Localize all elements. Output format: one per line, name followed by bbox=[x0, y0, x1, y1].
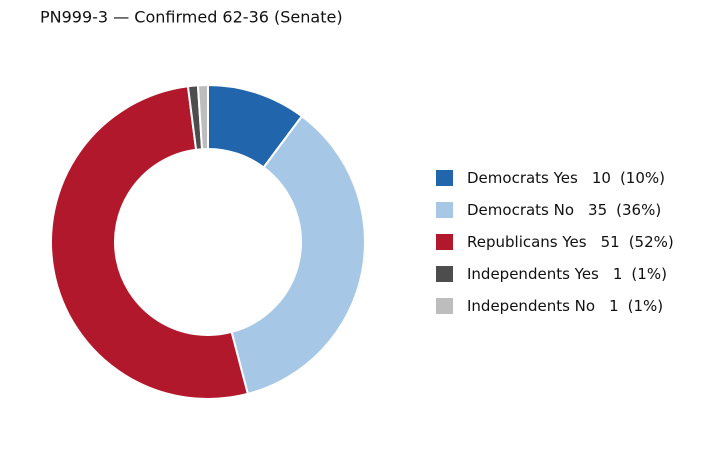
legend-name: Democrats No bbox=[467, 201, 574, 219]
legend-label: Independents No 1 (1%) bbox=[467, 297, 663, 315]
legend-label: Democrats Yes 10 (10%) bbox=[467, 169, 665, 187]
donut-slice bbox=[196, 83, 209, 151]
donut-slice bbox=[49, 85, 250, 400]
legend-name: Republicans Yes bbox=[467, 233, 587, 251]
donut-slice bbox=[230, 114, 366, 396]
legend-percent: (1%) bbox=[628, 297, 664, 315]
legend-swatch bbox=[436, 266, 453, 282]
legend-name: Democrats Yes bbox=[467, 169, 578, 187]
legend-name: Independents Yes bbox=[467, 265, 599, 283]
legend-percent: (52%) bbox=[629, 233, 674, 251]
legend-label: Independents Yes 1 (1%) bbox=[467, 265, 667, 283]
legend-value: 35 bbox=[588, 201, 607, 219]
legend-value: 1 bbox=[613, 265, 623, 283]
chart-title: PN999-3 — Confirmed 62-36 (Senate) bbox=[40, 8, 343, 27]
legend-swatch bbox=[436, 234, 453, 250]
legend-name: Independents No bbox=[467, 297, 595, 315]
legend-swatch bbox=[436, 202, 453, 218]
legend-swatch bbox=[436, 170, 453, 186]
legend-value: 51 bbox=[601, 233, 620, 251]
legend-percent: (36%) bbox=[616, 201, 661, 219]
legend-value: 1 bbox=[609, 297, 619, 315]
legend-percent: (1%) bbox=[631, 265, 667, 283]
legend-value: 10 bbox=[592, 169, 611, 187]
legend-percent: (10%) bbox=[620, 169, 665, 187]
legend-label: Democrats No 35 (36%) bbox=[467, 201, 661, 219]
legend-label: Republicans Yes 51 (52%) bbox=[467, 233, 674, 251]
legend-swatch bbox=[436, 298, 453, 314]
